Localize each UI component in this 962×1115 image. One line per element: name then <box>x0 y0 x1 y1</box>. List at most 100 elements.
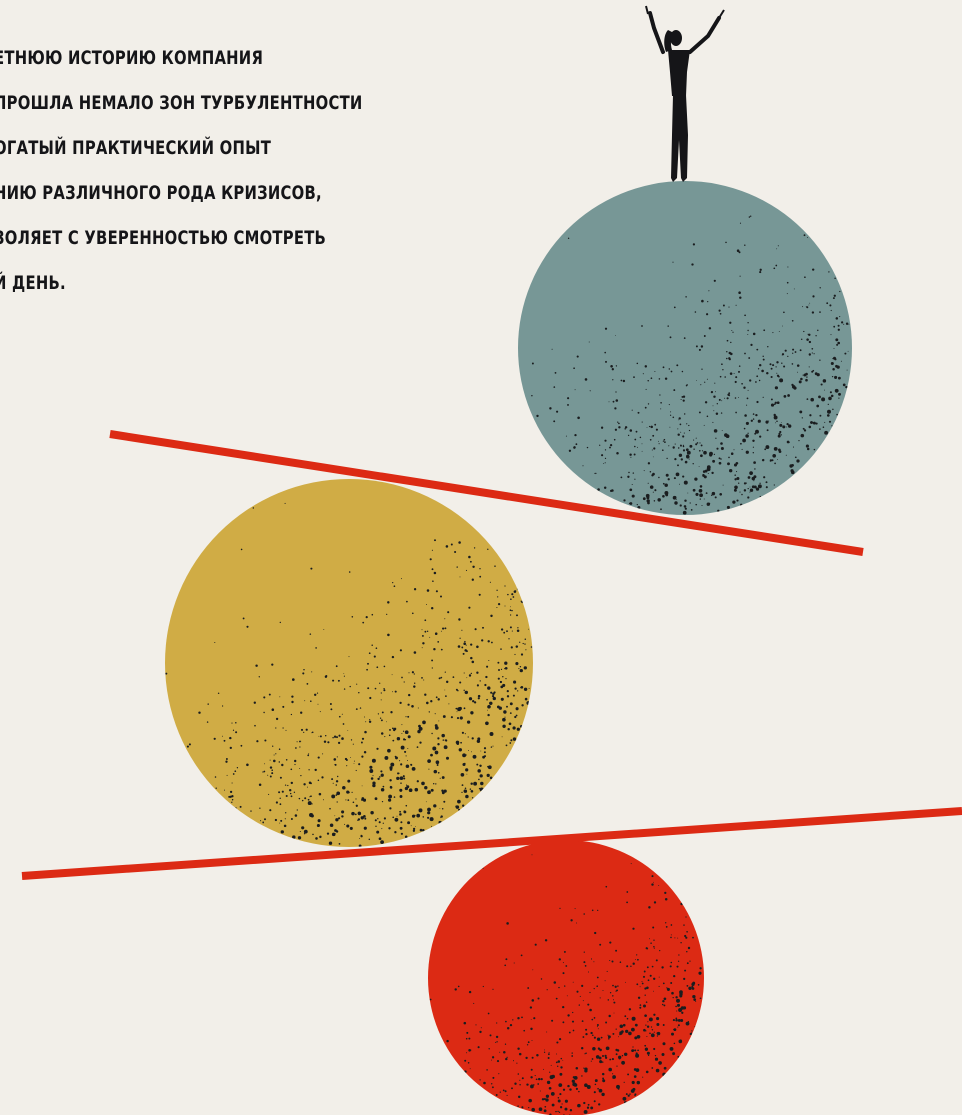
speckle-dot <box>609 1058 612 1061</box>
speckle-dot <box>688 424 690 427</box>
speckle-dot <box>499 1091 501 1093</box>
speckle-dot <box>316 692 319 694</box>
speckle-dot <box>736 471 738 473</box>
speckle-dot <box>444 618 446 620</box>
speckle-dot <box>489 581 491 583</box>
speckle-dot <box>411 671 414 674</box>
speckle-dot <box>823 389 825 391</box>
speckle-dot <box>799 410 803 414</box>
speckle-dot <box>448 703 450 705</box>
speckle-dot <box>279 803 282 806</box>
speckle-dot <box>575 1066 579 1070</box>
speckle-dot <box>495 1041 497 1043</box>
speckle-dot <box>683 505 687 508</box>
speckle-dot <box>232 729 235 731</box>
speckle-dot <box>646 966 649 969</box>
speckle-dot <box>325 674 328 678</box>
speckle-dot <box>626 965 629 968</box>
speckle-dot <box>843 323 845 325</box>
speckle-dot <box>604 462 606 464</box>
speckle-dot <box>680 444 682 447</box>
speckle-dot <box>685 1021 690 1026</box>
speckle-dot <box>355 769 357 772</box>
speckle-dot <box>631 1049 635 1053</box>
speckle-dot <box>496 606 498 609</box>
speckle-dot <box>798 439 800 442</box>
speckle-dot <box>319 835 322 839</box>
speckle-dot <box>654 423 657 426</box>
speckle-dot <box>428 768 430 770</box>
speckle-dot <box>615 365 618 367</box>
speckle-dot <box>490 746 493 748</box>
speckle-dot <box>646 1035 648 1038</box>
speckle-dot <box>417 729 421 734</box>
speckle-dot <box>437 743 440 746</box>
speckle-dot <box>648 906 651 909</box>
speckle-dot <box>758 379 761 382</box>
speckle-dot <box>711 494 713 496</box>
speckle-dot <box>363 750 367 754</box>
speckle-dot <box>729 372 733 375</box>
speckle-dot <box>646 986 649 990</box>
speckle-dot <box>278 748 281 750</box>
speckle-dot <box>642 373 644 375</box>
speckle-dot <box>292 835 296 839</box>
speckle-dot <box>318 735 320 737</box>
speckle-dot <box>372 775 374 777</box>
speckle-dot <box>370 810 374 815</box>
speckle-dot <box>472 565 475 569</box>
speckle-dot <box>652 491 654 493</box>
speckle-dot <box>738 370 740 373</box>
speckle-dot <box>557 1060 561 1063</box>
speckle-dot <box>656 1023 660 1026</box>
speckle-dot <box>712 421 714 423</box>
speckle-dot <box>647 482 649 484</box>
speckle-dot <box>805 444 809 448</box>
speckle-dot <box>764 448 767 451</box>
speckle-dot <box>588 341 590 343</box>
speckle-dot <box>215 787 217 789</box>
speckle-dot <box>686 384 688 386</box>
speckle-dot <box>829 391 832 394</box>
speckle-dot <box>553 420 556 423</box>
speckle-dot <box>308 753 310 755</box>
speckle-dot <box>567 237 570 240</box>
speckle-dot <box>295 747 297 749</box>
speckle-dot <box>366 668 368 671</box>
speckle-dot <box>442 627 445 630</box>
speckle-dot <box>430 606 434 610</box>
speckle-dot <box>770 375 773 379</box>
speckle-dot <box>351 616 354 618</box>
speckle-dot <box>714 382 716 384</box>
speckle-dot <box>682 510 687 515</box>
speckle-dot <box>610 365 613 368</box>
speckle-dot <box>364 730 367 734</box>
speckle-dot <box>529 1006 533 1009</box>
speckle-dot <box>807 237 808 239</box>
speckle-dot <box>599 997 601 999</box>
speckle-dot <box>479 787 484 792</box>
speckle-dot <box>670 934 672 936</box>
speckle-dot <box>406 600 408 603</box>
speckle-dot <box>679 423 682 426</box>
speckle-dot <box>436 764 439 766</box>
speckle-dot <box>235 731 238 734</box>
speckle-dot <box>611 960 614 963</box>
speckle-dot <box>589 991 591 994</box>
speckle-dot <box>454 988 457 991</box>
speckle-dot <box>564 1107 568 1111</box>
speckle-dot <box>648 425 651 428</box>
speckle-dot <box>360 741 363 744</box>
speckle-dot <box>457 799 461 804</box>
speckle-dot <box>523 1029 526 1032</box>
speckle-dot <box>558 1037 562 1041</box>
speckle-dot <box>593 961 595 963</box>
speckle-dot <box>483 755 487 758</box>
speckle-dot <box>440 815 443 818</box>
speckle-dot <box>269 775 272 778</box>
speckle-dot <box>615 399 619 402</box>
speckle-dot <box>693 998 697 1001</box>
speckle-dot <box>778 448 781 452</box>
speckle-dot <box>786 426 788 428</box>
speckle-dot <box>391 655 395 659</box>
